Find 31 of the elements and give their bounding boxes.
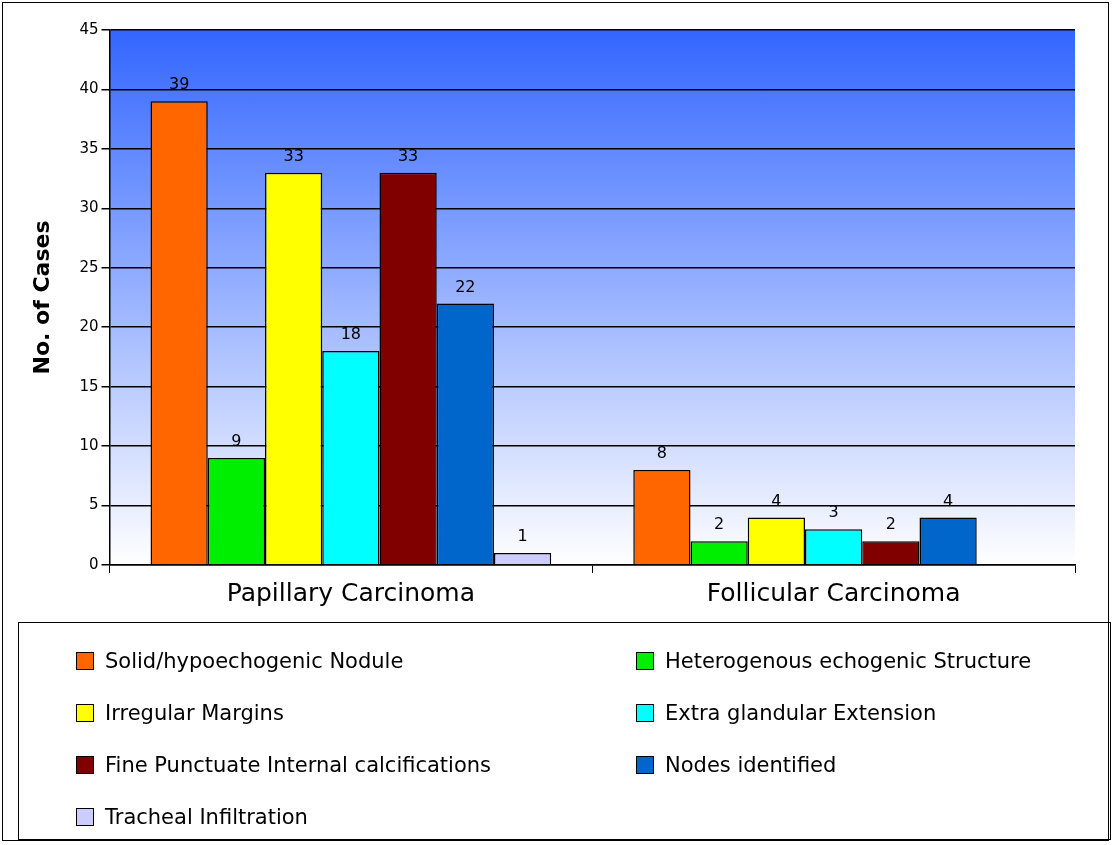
- data-label: 18: [340, 324, 362, 344]
- legend-label: Extra glandular Extension: [665, 701, 937, 725]
- data-label: 1: [517, 526, 528, 546]
- data-label: 4: [771, 490, 782, 510]
- data-label: 33: [397, 145, 419, 165]
- data-label: 4: [943, 490, 954, 510]
- y-tick-label: 25: [79, 257, 99, 276]
- x-tick-label: Papillary Carcinoma: [226, 577, 476, 607]
- y-tick-label: 10: [79, 436, 99, 454]
- y-axis-title: No. of Cases: [28, 220, 54, 375]
- legend-label: Heterogenous echogenic Structure: [665, 649, 1032, 673]
- y-tick-label: 0: [88, 554, 99, 573]
- legend-label: Tracheal Infiltration: [105, 805, 308, 829]
- data-label: 33: [283, 145, 304, 165]
- y-tick-label: 30: [79, 198, 99, 217]
- y-tick-label: 35: [79, 138, 99, 157]
- data-label: 22: [455, 276, 476, 296]
- legend-label: Solid/hypoechogenic Nodule: [105, 649, 404, 673]
- data-label: 8: [656, 443, 667, 463]
- legend-label: Fine Punctuate Internal calcifications: [105, 753, 492, 777]
- legend-label: Nodes identified: [665, 753, 837, 777]
- y-tick-label: 15: [79, 376, 99, 395]
- data-label: 39: [168, 74, 190, 94]
- y-tick-label: 40: [79, 79, 99, 98]
- data-label: 2: [714, 514, 725, 534]
- data-label: 2: [885, 514, 896, 534]
- y-tick-label: 5: [88, 495, 99, 514]
- y-tick-label: 20: [79, 317, 99, 336]
- legend-label: Irregular Margins: [105, 701, 284, 725]
- y-tick-label: 45: [79, 19, 99, 38]
- x-tick-label: Follicular Carcinoma: [706, 577, 961, 607]
